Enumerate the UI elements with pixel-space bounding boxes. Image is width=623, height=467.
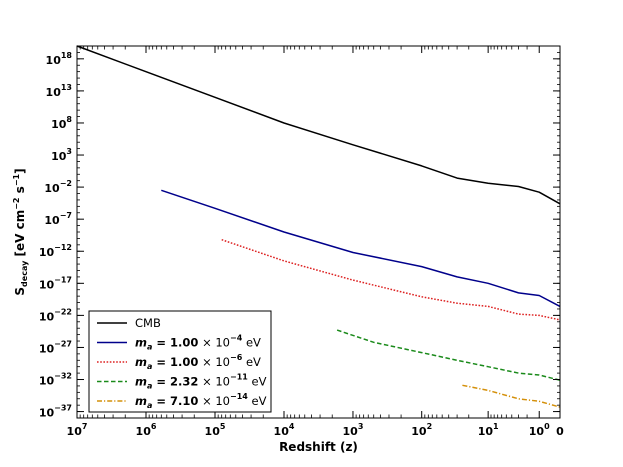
y-tick-label: 10−22 [39, 307, 72, 323]
series-line-4 [462, 384, 561, 408]
axis-ticks: 107 106 105 104 103 102 101 100 0 1018 1013 108 103 1… [39, 45, 564, 438]
y-tick-label: 10−12 [39, 243, 72, 259]
y-tick-label: 10−27 [39, 339, 72, 355]
y-tick-label: 10−7 [44, 211, 72, 227]
x-tick-label: 100 [529, 422, 550, 438]
legend-label-2: ma = 1.00 × 10−6 eV [135, 353, 261, 371]
y-tick-label: 103 [51, 147, 72, 163]
y-tick-label: 1013 [46, 83, 72, 99]
y-tick-label: 10−37 [39, 404, 72, 420]
legend-label-0: CMB [135, 316, 161, 330]
x-tick-label: 105 [205, 422, 226, 438]
x-tick-label: 101 [478, 422, 499, 438]
legend-label-3: ma = 2.32 × 10−11 eV [135, 373, 267, 391]
legend-label-1: ma = 1.00 × 10−4 eV [135, 334, 261, 352]
y-axis-label: Sdecay [eV cm−2 s−1] [12, 168, 29, 295]
y-tick-label: 10−2 [44, 179, 72, 195]
series-line-1 [161, 189, 561, 308]
x-tick-label: 104 [274, 422, 295, 438]
series-line-3 [336, 329, 561, 381]
series-line-0 [76, 45, 561, 205]
y-tick-label: 10−17 [39, 275, 72, 291]
x-tick-label: 0 [556, 425, 564, 438]
series-line-2 [221, 238, 561, 321]
x-tick-label: 106 [136, 422, 157, 438]
series-lines [76, 45, 561, 408]
legend-label-4: ma = 7.10 × 10−14 eV [135, 392, 267, 410]
x-tick-label: 103 [343, 422, 364, 438]
y-tick-label: 108 [51, 115, 72, 131]
x-axis-label: Redshift (z) [279, 440, 358, 454]
x-tick-label: 102 [411, 422, 432, 438]
legend-box [88, 310, 272, 413]
x-tick-label: 107 [67, 422, 88, 438]
y-tick-label: 1018 [46, 51, 73, 67]
y-tick-label: 10−32 [39, 372, 72, 388]
